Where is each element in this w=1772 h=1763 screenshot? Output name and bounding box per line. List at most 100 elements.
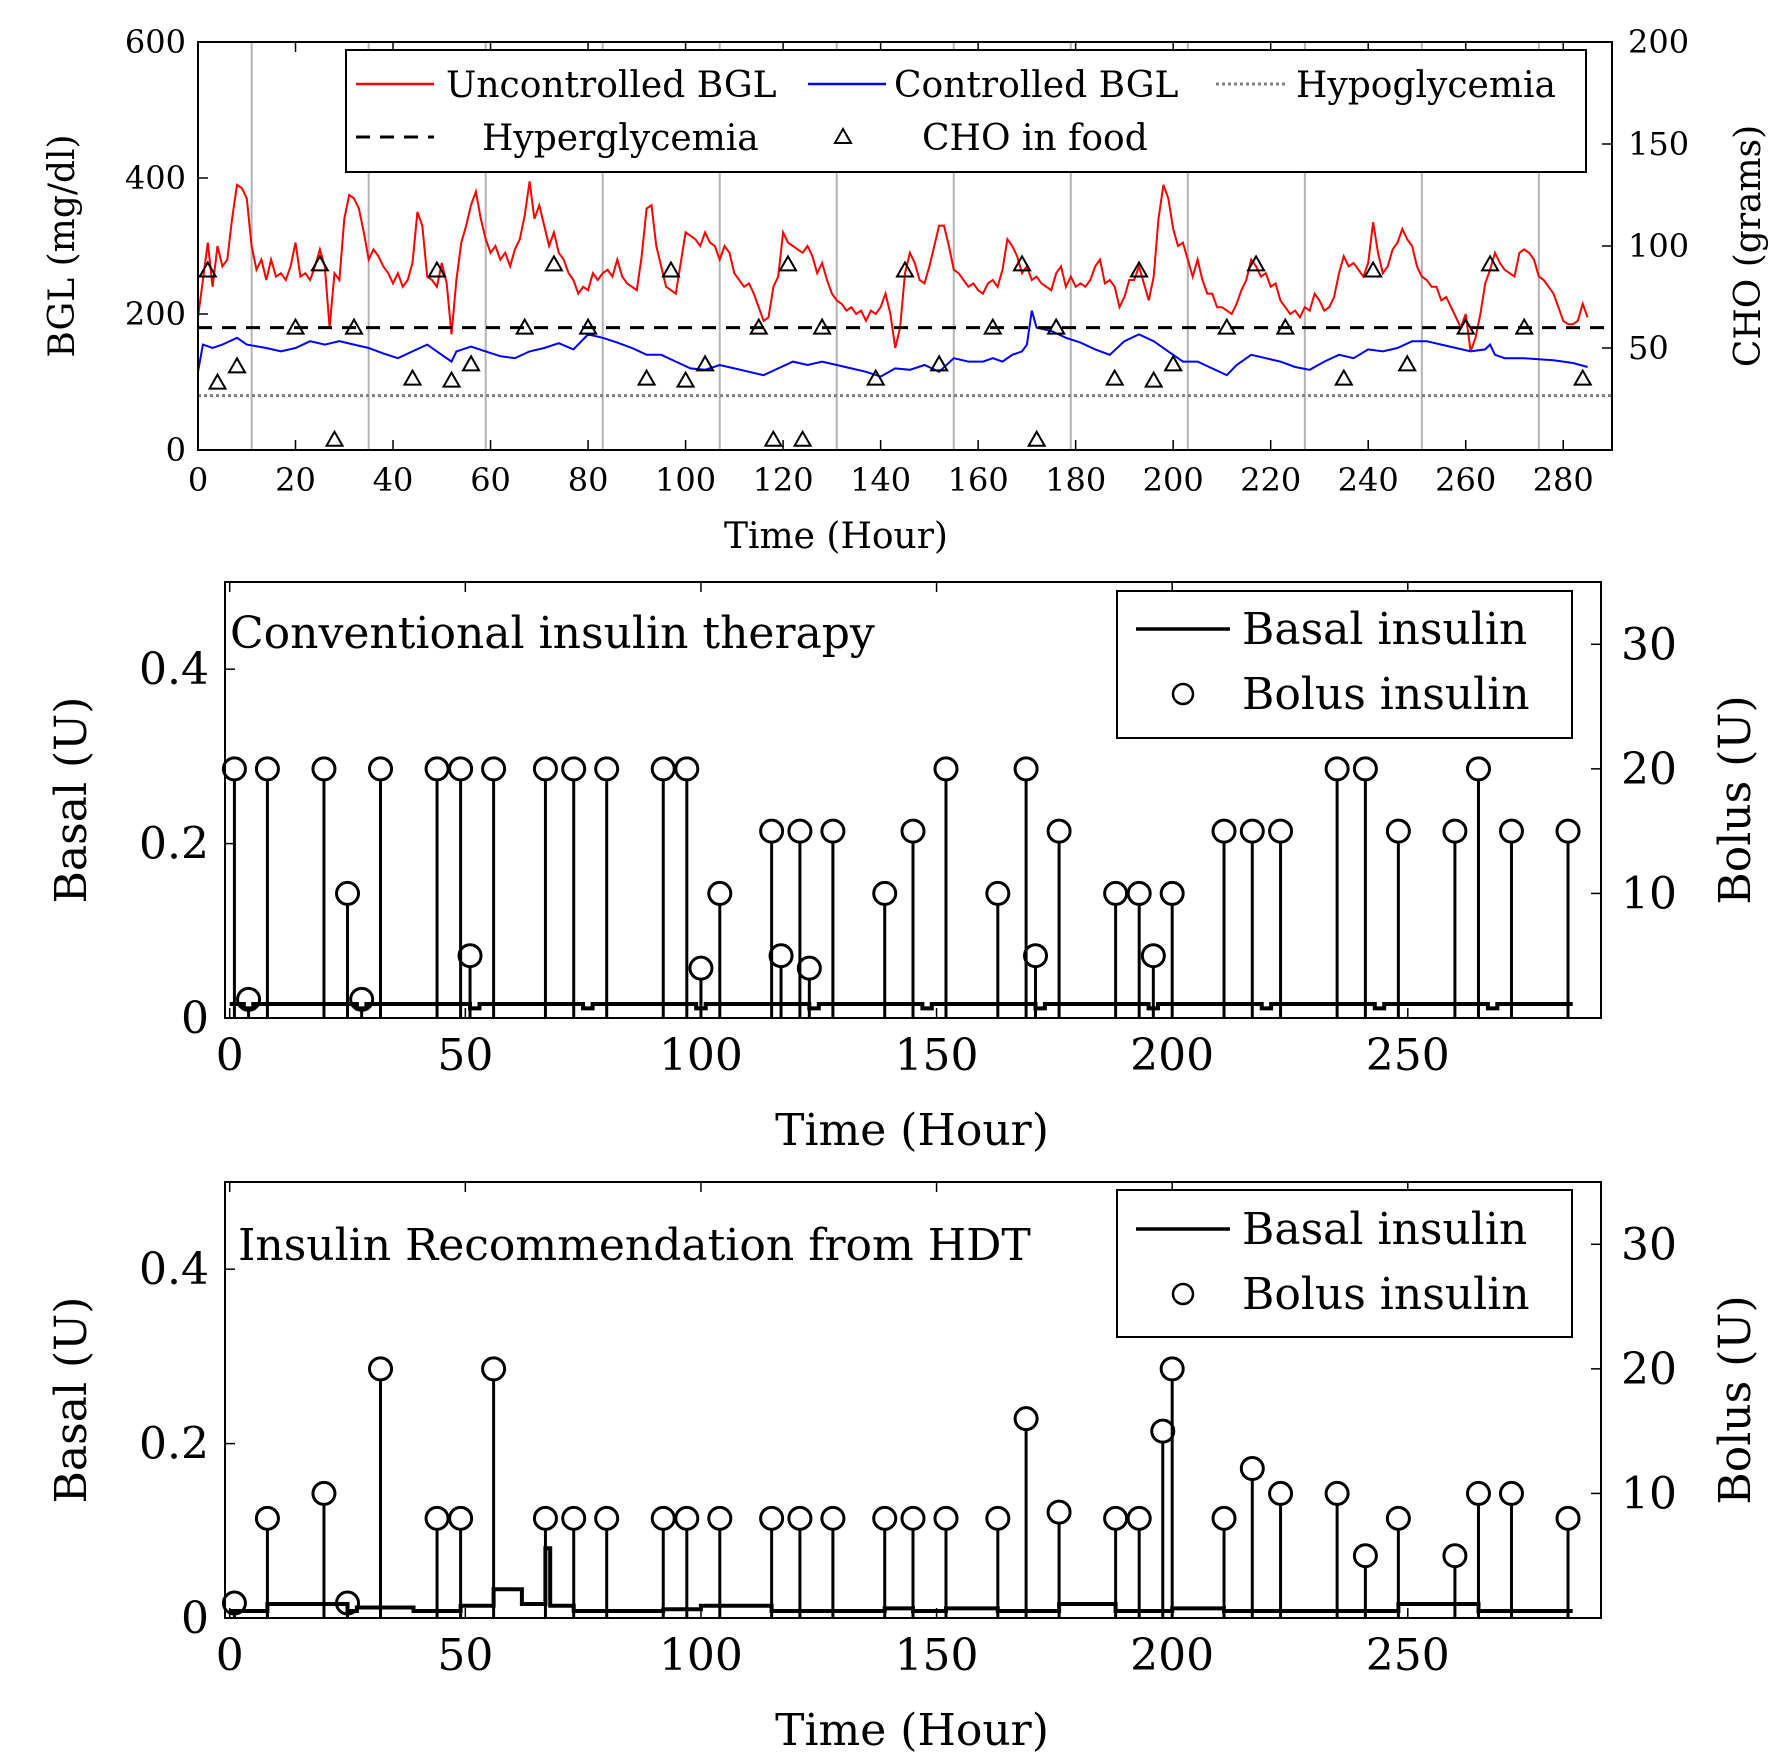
cho-marker [514,317,535,335]
hdt-basal-line [229,1546,1573,1613]
conventional-plot-frame [224,581,1602,1019]
bgl-series [197,181,1612,398]
y2-tick-label: 30 [1621,619,1677,670]
bolus-marker [1465,756,1491,782]
x-tick-label: 40 [373,461,414,499]
y-tick-label: 200 [125,295,186,333]
cho-marker [1246,254,1266,272]
bolus-marker [796,955,822,981]
x-tick-label: 200 [1130,1630,1214,1681]
y2-tick-label: 150 [1628,125,1689,163]
bolus-marker [481,1356,507,1382]
bolus-marker [933,756,959,782]
cho-marker [983,317,1003,335]
legend-uncontrolled-label: Uncontrolled BGL [446,65,777,106]
basal-insulin-line [229,1546,1573,1613]
cho-marker [402,368,423,386]
x-tick-label: 100 [659,1030,743,1081]
y-tick-label: 0.4 [139,644,209,695]
x-tick-label: 240 [1338,461,1399,499]
bolus-marker [1268,1480,1294,1506]
y2-tick-label: 50 [1628,329,1669,367]
x-tick-label: 80 [568,461,609,499]
bgl-legend: Uncontrolled BGL Controlled BGL Hypoglyc… [345,49,1587,173]
conventional-y-axis-title: Basal (U) [46,697,97,904]
bolus-marker [1150,1418,1176,1444]
conventional-y2-axis-title: Bolus (U) [1710,695,1761,904]
bolus-marker [1324,756,1350,782]
bolus-marker [1385,818,1411,844]
cho-marker [310,254,330,272]
legend-bolus-label: Bolus insulin [1242,669,1530,720]
x-tick-label: 280 [1533,461,1594,499]
bolus-marker [254,756,280,782]
y-tick-label: 400 [125,159,186,197]
conventional-legend-box [1116,590,1573,739]
bolus-marker [561,1505,587,1531]
bolus-marker [335,880,361,906]
legend-bolus-label: Bolus insulin [1242,1269,1530,1320]
x-tick-label: 0 [216,1630,244,1681]
cho-marker [1217,317,1237,335]
x-tick-label: 200 [1143,461,1204,499]
cho-marker [1363,260,1383,278]
bolus-marker [1239,818,1265,844]
cho-marker [1104,368,1125,386]
bolus-marker [457,943,483,969]
y2-tick-label: 20 [1621,744,1677,795]
bolus-marker [674,756,700,782]
bolus-marker [872,1505,898,1531]
y-tick-label: 0 [181,993,209,1044]
bgl-axis-ticks: 0 20 40 60 80 100 120 140 160 180 200 220 240 260 280 0… [125,23,1689,499]
bolus-marker [1211,1505,1237,1531]
bolus-marker [1498,1480,1524,1506]
bolus-marker [650,756,676,782]
cho-marker [749,317,769,335]
bolus-marker [448,1505,474,1531]
basal-insulin-line [229,1002,1573,1011]
bolus-marker [1442,1543,1468,1569]
cho-marker [1163,354,1183,372]
bolus-marker [1211,818,1237,844]
x-tick-label: 250 [1366,1630,1450,1681]
y-tick-label: 600 [125,23,186,61]
bolus-marker [787,818,813,844]
bolus-marker [707,880,733,906]
bolus-marker [1159,880,1185,906]
x-tick-label: 60 [470,461,511,499]
bolus-marker [1268,818,1294,844]
cho-marker [792,429,813,447]
y-tick-label: 0.2 [139,1419,209,1470]
y2-tick-label: 20 [1621,1344,1677,1395]
bolus-marker [221,756,247,782]
x-tick-label: 20 [275,461,316,499]
bolus-marker [368,756,394,782]
x-tick-label: 100 [655,461,716,499]
cho-marker [763,429,784,447]
bolus-marker [594,756,620,782]
cho-marker [1397,354,1417,372]
cho-marker [198,260,218,278]
uncontrolled-bgl-line [197,181,1589,352]
legend-hypoglycemia-label: Hypoglycemia [1296,65,1556,106]
y2-tick-label: 10 [1621,868,1677,919]
hdt-bolus-stems [221,1356,1581,1618]
cho-marker [1026,429,1047,447]
bolus-marker [787,1505,813,1531]
cho-marker [1334,368,1354,386]
y-tick-label: 0 [166,431,186,469]
x-tick-label: 50 [437,1030,493,1081]
bolus-marker [448,756,474,782]
bolus-marker [1352,756,1378,782]
bolus-marker [1013,1406,1039,1432]
cho-marker [929,354,949,372]
bolus-marker [1385,1505,1411,1531]
bolus-marker [1140,943,1166,969]
cho-marker [578,317,598,335]
bolus-marker [1046,818,1072,844]
bolus-marker [759,818,785,844]
bolus-marker [1555,818,1581,844]
hdt-x-axis-title: Time (Hour) [775,1705,1049,1756]
bolus-marker [1126,880,1152,906]
legend-cho-label: CHO in food [922,118,1148,159]
